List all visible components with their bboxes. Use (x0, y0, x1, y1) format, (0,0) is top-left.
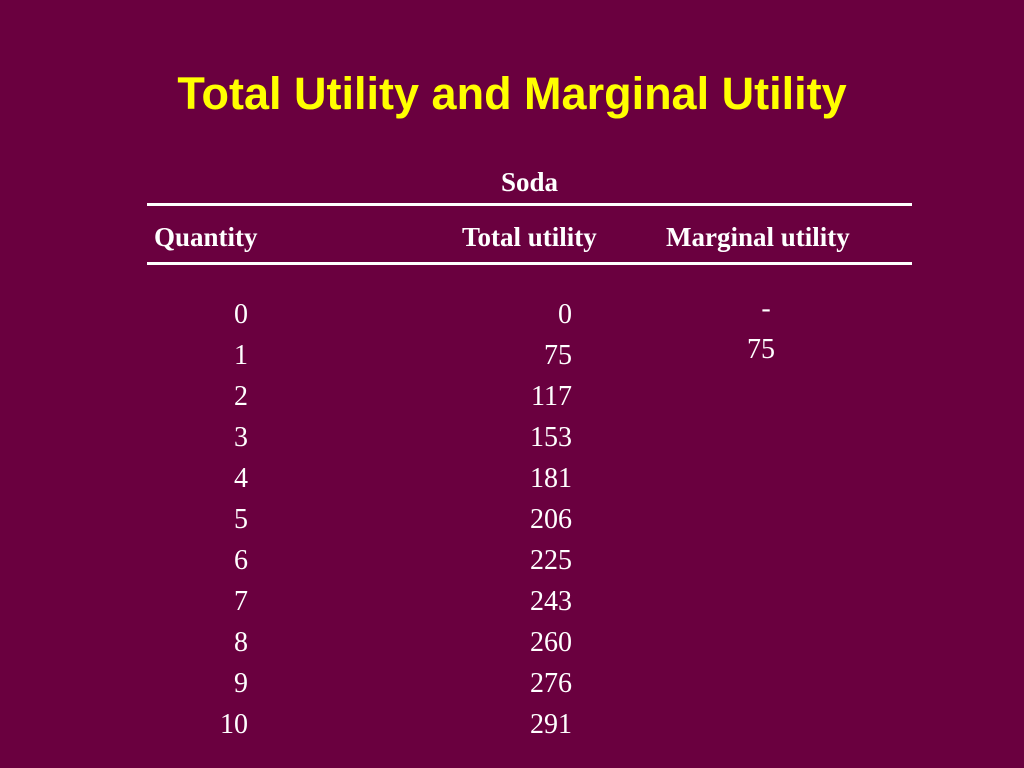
total-utility-cell: 181 (530, 463, 572, 494)
header-marginal-utility: Marginal utility (666, 222, 850, 252)
total-utility-cell: 260 (530, 627, 572, 658)
quantity-cell: 7 (234, 586, 248, 617)
table-group-label: Soda (500, 167, 559, 197)
header-quantity: Quantity (154, 222, 258, 252)
quantity-cell: 4 (234, 463, 248, 494)
quantity-cell: 9 (234, 668, 248, 699)
total-utility-column: 0 75 117 153 181 206 225 243 260 276 291 (500, 294, 572, 745)
header-total-utility: Total utility (462, 222, 597, 252)
quantity-column: 0 1 2 3 4 5 6 7 8 9 10 (200, 294, 248, 745)
quantity-cell: 2 (234, 381, 248, 412)
quantity-cell: 8 (234, 627, 248, 658)
total-utility-cell: 0 (558, 299, 572, 330)
quantity-cell: 3 (234, 422, 248, 453)
total-utility-cell: 225 (530, 545, 572, 576)
total-utility-cell: 243 (530, 586, 572, 617)
total-utility-cell: 276 (530, 668, 572, 699)
quantity-cell: 5 (234, 504, 248, 535)
marginal-utility-value: 75 (747, 334, 775, 365)
quantity-cell: 1 (234, 340, 248, 371)
total-utility-cell: 153 (530, 422, 572, 453)
table-header-rule (147, 262, 912, 265)
total-utility-cell: 206 (530, 504, 572, 535)
marginal-utility-dash: - (761, 293, 771, 324)
table-top-rule (147, 203, 912, 206)
total-utility-cell: 291 (530, 709, 572, 740)
total-utility-cell: 75 (544, 340, 572, 371)
quantity-cell: 6 (234, 545, 248, 576)
slide-title: Total Utility and Marginal Utility (177, 68, 847, 119)
quantity-cell: 10 (220, 709, 248, 740)
total-utility-cell: 117 (531, 381, 572, 412)
quantity-cell: 0 (234, 299, 248, 330)
